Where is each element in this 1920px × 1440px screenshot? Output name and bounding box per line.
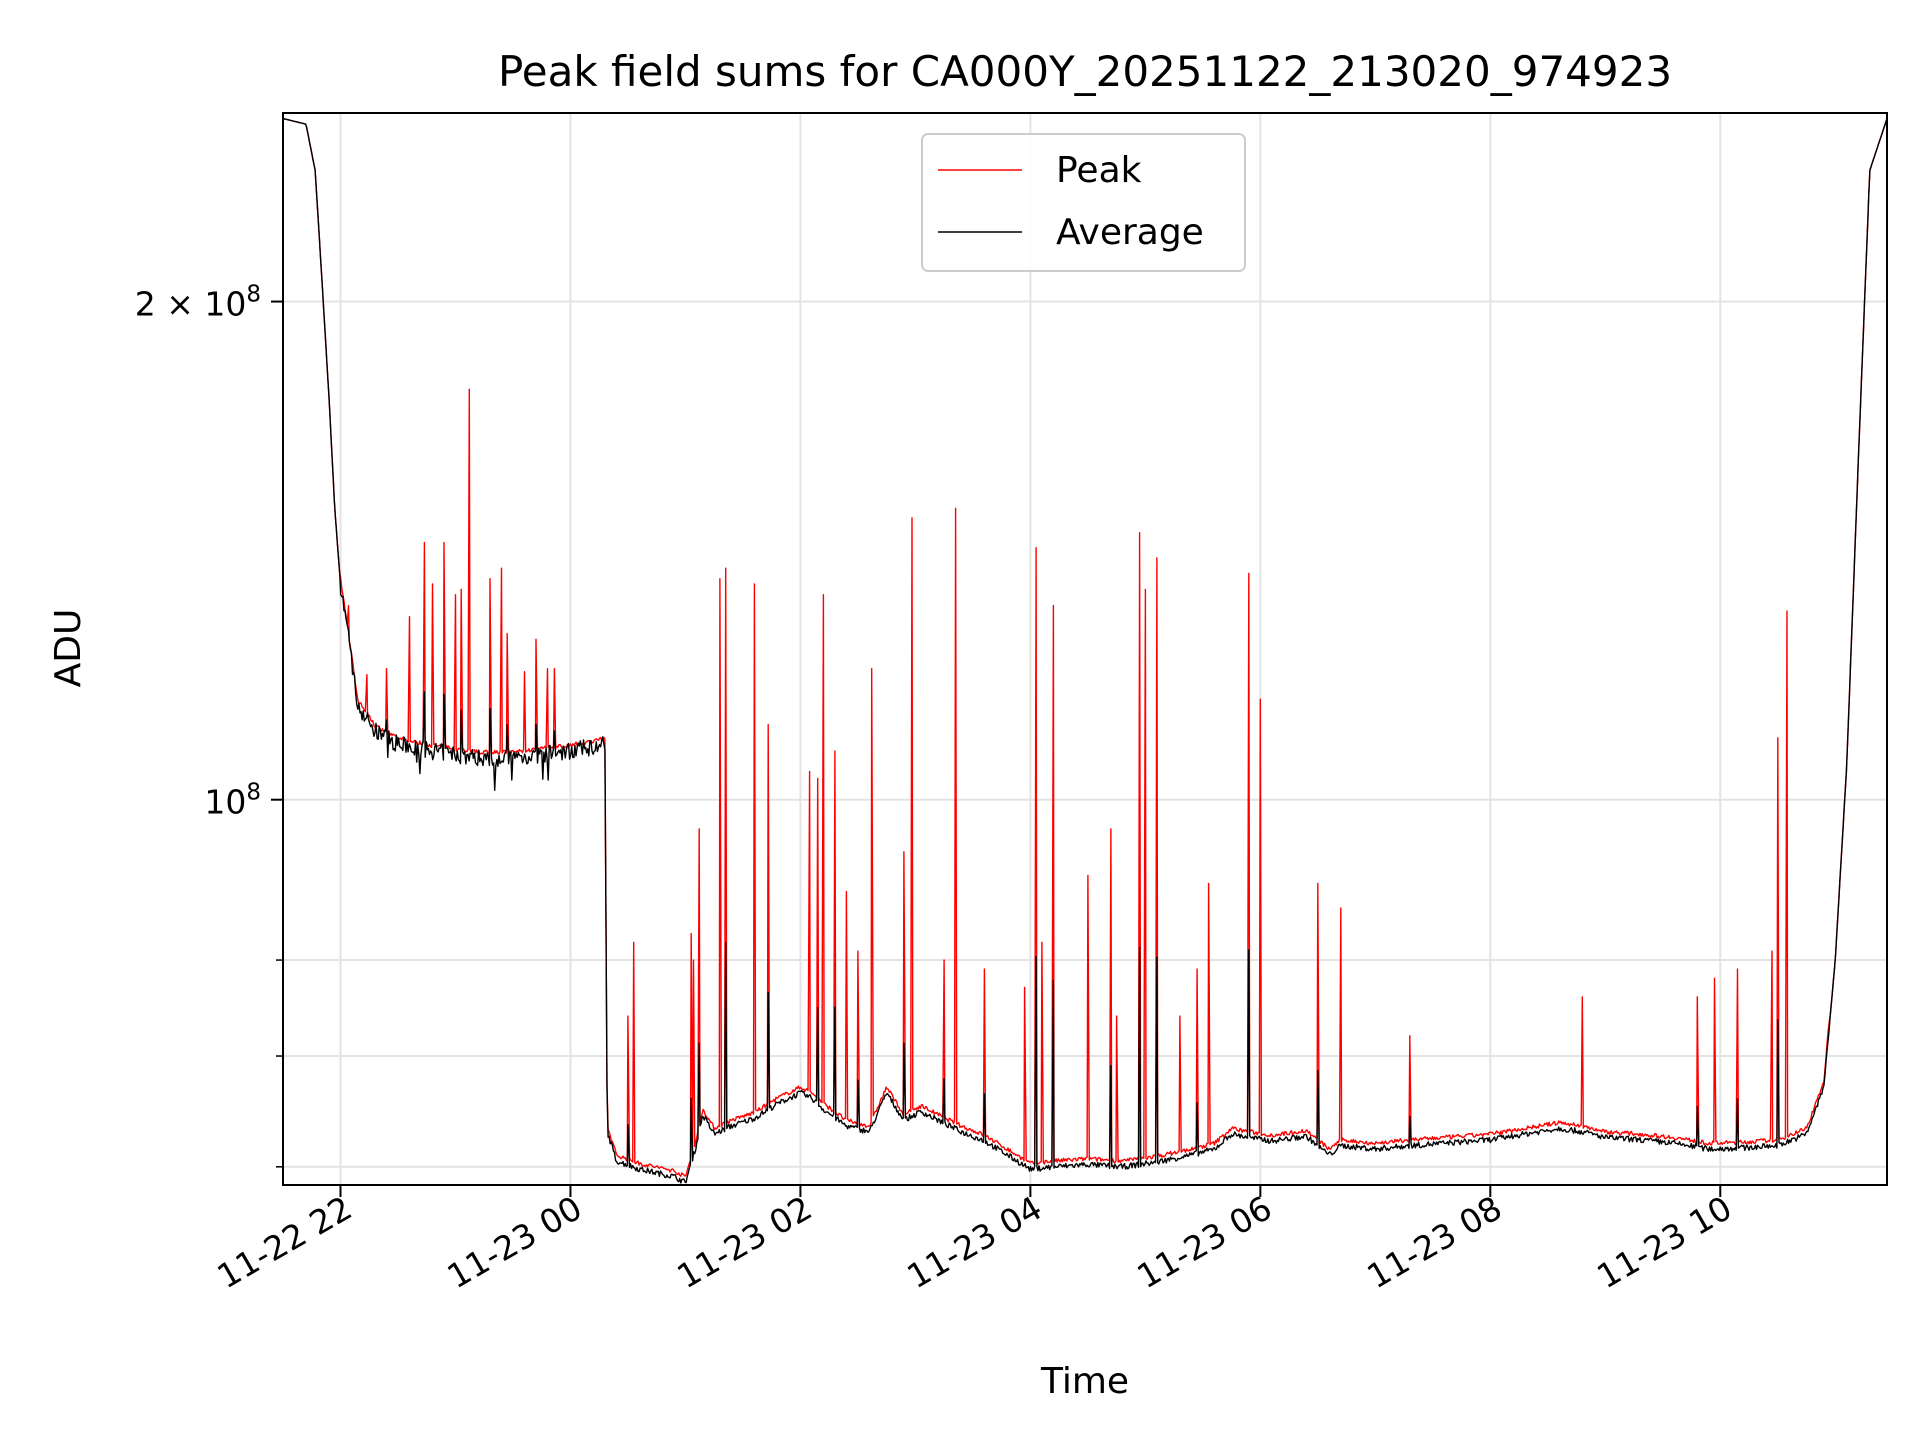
legend: Peak Average [921, 133, 1246, 272]
y-tick-label: 2 × 108 [135, 282, 261, 324]
plot-frame [282, 112, 1888, 1186]
legend-label-peak: Peak [1056, 150, 1142, 191]
chart-title: Peak field sums for CA000Y_20251122_2130… [498, 47, 1672, 96]
legend-box [921, 133, 1246, 272]
x-axis-label: Time [1040, 1361, 1129, 1402]
y-axis: 2 × 108 108 [135, 282, 283, 1168]
series-line-average [282, 117, 1888, 1184]
series-layer [282, 117, 1888, 1184]
grid [283, 113, 1887, 1185]
y-tick-label: 108 [204, 780, 261, 822]
y-axis-label: ADU [48, 609, 89, 688]
legend-label-average: Average [1056, 212, 1204, 253]
